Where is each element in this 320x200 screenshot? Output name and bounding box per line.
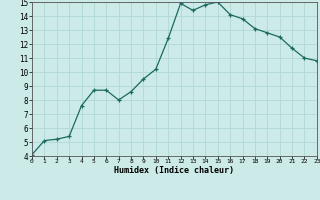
X-axis label: Humidex (Indice chaleur): Humidex (Indice chaleur) [115, 166, 234, 175]
